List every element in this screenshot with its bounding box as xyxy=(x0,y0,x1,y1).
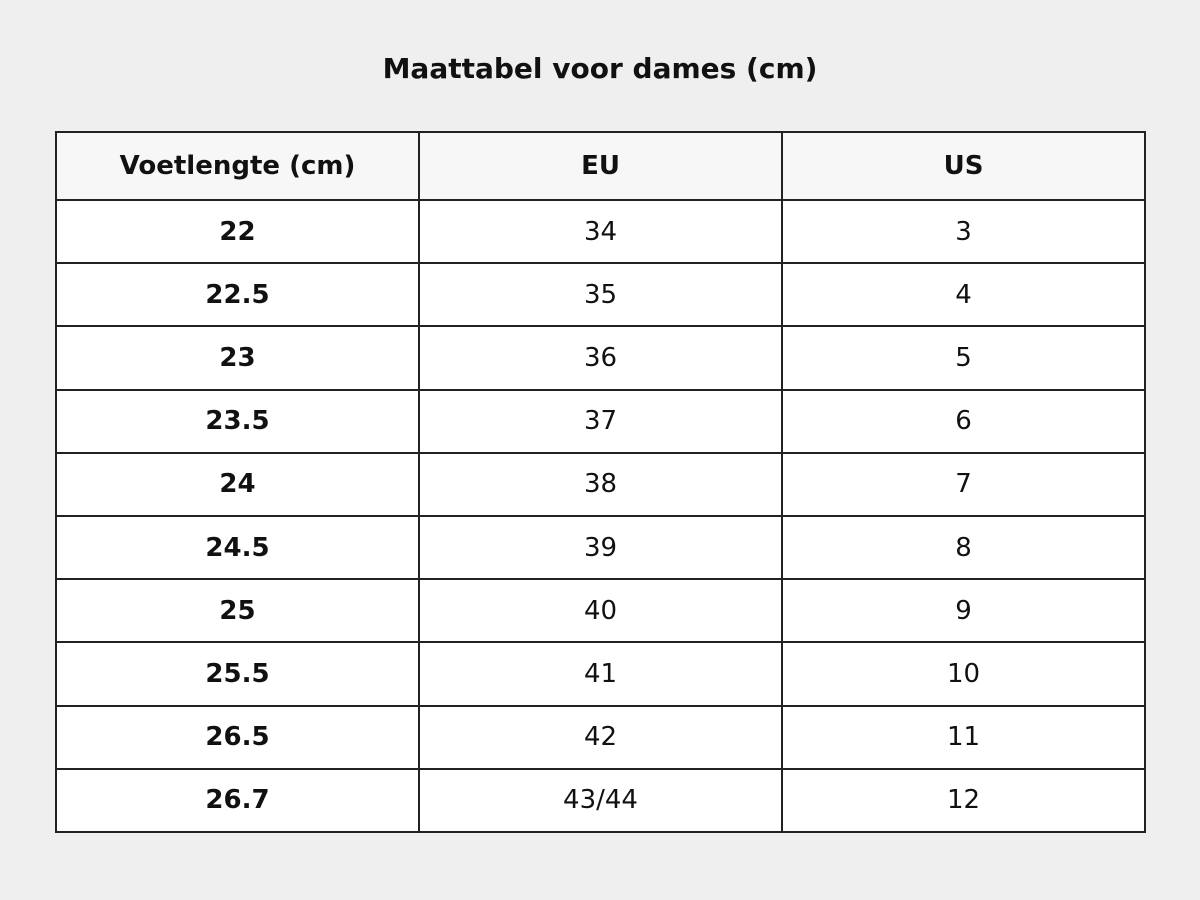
size-table: Voetlengte (cm) EU US 22 34 3 22.5 35 4 23 36 5 23.… xyxy=(55,131,1146,833)
table-cell: 25.5 xyxy=(55,641,420,707)
header-cell: US xyxy=(781,131,1146,201)
table-row: 23 36 5 xyxy=(55,325,1146,391)
table-cell: 11 xyxy=(781,704,1146,770)
table-body: 22 34 3 22.5 35 4 23 36 5 23.5 37 6 24 38 7 24.5 39 8 25 40… xyxy=(55,198,1146,833)
table-cell: 24.5 xyxy=(55,514,420,581)
table-row: 24.5 39 8 xyxy=(55,514,1146,581)
header-row: Voetlengte (cm) EU US xyxy=(55,131,1146,201)
title: Maattabel voor dames (cm) xyxy=(382,52,818,85)
table-header: Voetlengte (cm) EU US xyxy=(55,131,1146,201)
table-cell: 22.5 xyxy=(55,262,420,328)
table-cell: 10 xyxy=(781,641,1146,707)
table-row: 23.5 37 6 xyxy=(55,388,1146,454)
table-cell: 22 xyxy=(55,198,420,265)
table-row: 25.5 41 10 xyxy=(55,641,1146,707)
table-row: 22 34 3 xyxy=(55,198,1146,265)
header-cell: EU xyxy=(418,131,783,201)
table-cell: 8 xyxy=(781,514,1146,581)
table-cell: 5 xyxy=(781,325,1146,391)
table-cell: 38 xyxy=(418,451,783,517)
table-cell: 24 xyxy=(55,451,420,517)
table-cell: 41 xyxy=(418,641,783,707)
table-cell: 12 xyxy=(781,767,1146,833)
header-cell: Voetlengte (cm) xyxy=(55,131,420,201)
table-cell: 34 xyxy=(418,198,783,265)
table-cell: 23.5 xyxy=(55,388,420,454)
table-cell: 43/44 xyxy=(418,767,783,833)
table-cell: 36 xyxy=(418,325,783,391)
table-cell: 39 xyxy=(418,514,783,581)
table-row: 26.7 43/44 12 xyxy=(55,767,1146,833)
table-cell: 23 xyxy=(55,325,420,391)
table-cell: 26.5 xyxy=(55,704,420,770)
table-cell: 42 xyxy=(418,704,783,770)
table-cell: 4 xyxy=(781,262,1146,328)
table-row: 26.5 42 11 xyxy=(55,704,1146,770)
table-row: 22.5 35 4 xyxy=(55,262,1146,328)
table-cell: 40 xyxy=(418,578,783,644)
table-cell: 3 xyxy=(781,198,1146,265)
table-cell: 35 xyxy=(418,262,783,328)
table-cell: 37 xyxy=(418,388,783,454)
table-cell: 9 xyxy=(781,578,1146,644)
table-cell: 26.7 xyxy=(55,767,420,833)
table-row: 24 38 7 xyxy=(55,451,1146,517)
table-row: 25 40 9 xyxy=(55,578,1146,644)
table-cell: 7 xyxy=(781,451,1146,517)
table-cell: 25 xyxy=(55,578,420,644)
table-cell: 6 xyxy=(781,388,1146,454)
